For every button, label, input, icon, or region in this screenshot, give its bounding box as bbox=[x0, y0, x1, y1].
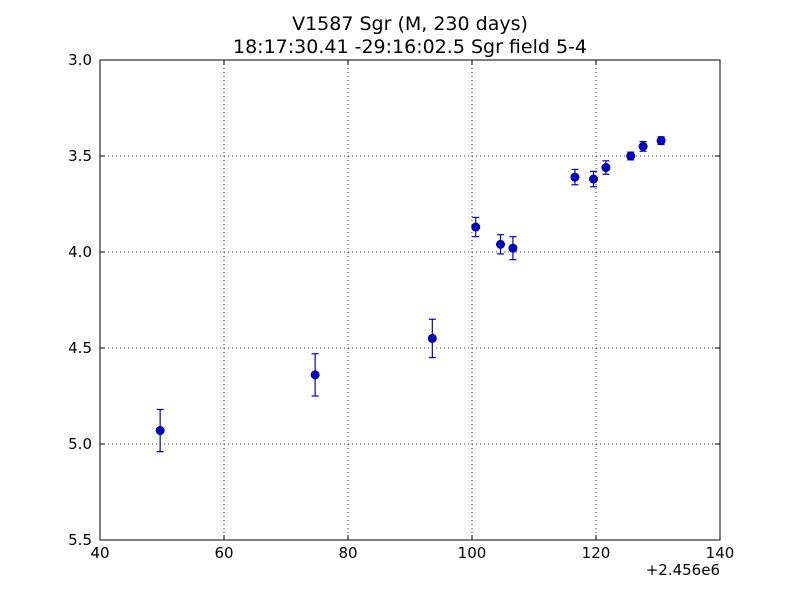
data-point bbox=[427, 333, 437, 343]
data-point bbox=[638, 141, 648, 151]
data-point bbox=[496, 239, 506, 249]
x-tick-label: 140 bbox=[706, 544, 735, 562]
data-point bbox=[155, 426, 165, 436]
x-offset-label: +2.456e6 bbox=[646, 561, 720, 579]
plot-frame bbox=[99, 59, 721, 541]
data-point bbox=[589, 174, 599, 184]
x-tick-labels: 40 60 80 100 120 140 bbox=[90, 544, 734, 562]
y-tick-label: 4.0 bbox=[68, 243, 92, 261]
x-tick-label: 40 bbox=[90, 544, 109, 562]
y-tick-label: 4.5 bbox=[68, 339, 92, 357]
data-point bbox=[601, 163, 611, 173]
data-points-layer bbox=[155, 136, 666, 436]
y-tick-label: 5.5 bbox=[68, 531, 92, 549]
x-tick-label: 80 bbox=[338, 544, 357, 562]
y-tick-label: 3.0 bbox=[68, 51, 92, 69]
x-tick-label: 120 bbox=[582, 544, 611, 562]
x-tick-label: 60 bbox=[214, 544, 233, 562]
data-point bbox=[310, 370, 320, 380]
y-tick-label: 3.5 bbox=[68, 147, 92, 165]
y-tick-labels: 3.0 3.5 4.0 4.5 5.0 5.5 bbox=[68, 51, 92, 549]
data-point bbox=[471, 222, 481, 232]
chart-title: V1587 Sgr (M, 230 days) bbox=[292, 13, 528, 35]
data-point bbox=[570, 172, 580, 182]
x-tick-label: 100 bbox=[458, 544, 487, 562]
ticks-layer bbox=[99, 59, 721, 541]
chart-subtitle: 18:17:30.41 -29:16:02.5 Sgr field 5-4 bbox=[233, 36, 587, 58]
data-point bbox=[656, 136, 666, 146]
grid-layer bbox=[100, 60, 720, 540]
y-tick-label: 5.0 bbox=[68, 435, 92, 453]
data-point bbox=[508, 243, 518, 253]
data-point bbox=[626, 151, 636, 161]
error-bars-layer bbox=[156, 136, 665, 453]
